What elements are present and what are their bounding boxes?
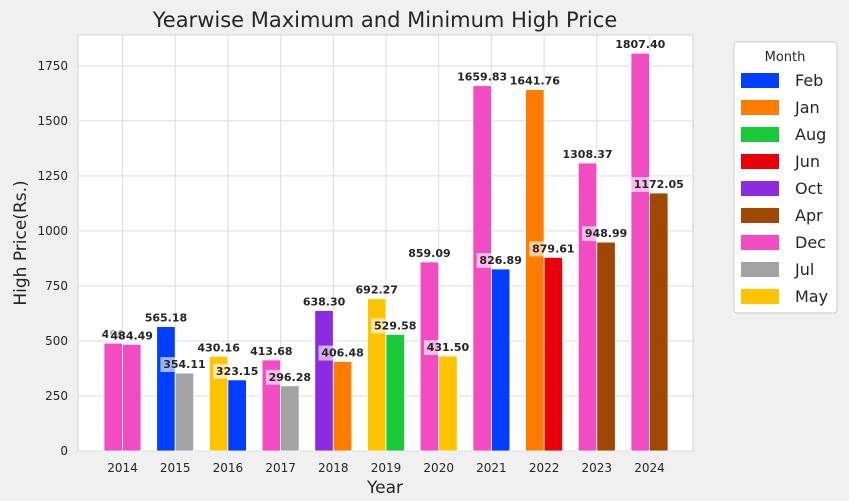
min-label-background [265, 369, 314, 385]
min-bar [227, 379, 247, 452]
chart-title: Yearwise Maximum and Minimum High Price [152, 8, 618, 32]
legend-label: Oct [795, 179, 823, 198]
min-value-label: 431.50 [427, 341, 470, 354]
min-label-background [213, 363, 262, 379]
legend-label: Jul [794, 260, 814, 279]
x-tick-label: 2021 [476, 461, 507, 475]
legend-swatch [741, 181, 779, 196]
legend-swatch [741, 289, 779, 304]
max-bar [314, 310, 334, 452]
min-value-label: 879.61 [532, 242, 574, 255]
x-tick-label: 2014 [107, 461, 138, 475]
x-tick-label: 2017 [265, 461, 296, 475]
min-bar [490, 268, 511, 452]
legend-label: Jan [794, 98, 820, 117]
min-value-label: 1172.05 [634, 178, 684, 191]
data-labels: 490484.49565.18354.11430.16323.15413.682… [102, 38, 687, 385]
max-value-label: 859.09 [408, 247, 450, 260]
min-label-background [476, 252, 525, 268]
max-bar [103, 342, 123, 452]
y-tick-label: 1500 [37, 114, 68, 128]
legend-swatch [741, 208, 779, 223]
min-bar [332, 361, 353, 452]
max-bar [472, 85, 492, 452]
min-label-background [107, 328, 156, 344]
min-value-label: 323.15 [216, 365, 258, 378]
min-value-label: 948.99 [585, 227, 627, 240]
min-label-background [582, 226, 631, 242]
legend-label: May [795, 287, 828, 306]
y-tick-label: 750 [45, 279, 68, 293]
min-label-background [529, 241, 578, 257]
max-value-label: 413.68 [250, 345, 292, 358]
x-tick-label: 2019 [371, 461, 402, 475]
min-value-label: 296.28 [269, 371, 311, 384]
x-tick-label: 2018 [318, 461, 349, 475]
y-tick-label: 1250 [37, 169, 68, 183]
min-bar [122, 343, 142, 452]
max-bar [156, 326, 176, 452]
max-value-label: 1659.83 [457, 71, 507, 84]
max-value-label: 1807.40 [615, 38, 665, 51]
max-value-label: 565.18 [145, 312, 187, 325]
min-label-background [631, 177, 687, 193]
legend-label: Dec [795, 233, 826, 252]
min-value-label: 826.89 [479, 254, 521, 267]
y-axis-label: High Price(Rs.) [11, 180, 31, 305]
x-tick-label: 2020 [423, 461, 454, 475]
y-tick-label: 0 [60, 444, 68, 458]
min-value-label: 484.49 [111, 329, 153, 342]
legend-title: Month [765, 50, 806, 65]
y-tick-label: 250 [45, 389, 68, 403]
legend-swatch [741, 262, 779, 277]
y-tick-label: 500 [45, 334, 68, 348]
min-bar [280, 385, 300, 452]
legend-swatch [741, 154, 779, 169]
legend-swatch [741, 235, 779, 250]
x-axis-label: Year [366, 478, 403, 498]
legend-swatch [741, 100, 779, 115]
x-tick-label: 2022 [529, 461, 560, 475]
max-value-label: 692.27 [356, 284, 398, 297]
min-bar [438, 355, 458, 452]
y-tick-label: 1750 [37, 59, 68, 73]
max-bar [419, 261, 440, 452]
min-bar [174, 372, 195, 452]
x-tick-label: 2016 [213, 461, 244, 475]
ticks: 0 250 500 750 1000 1250 1500 1750 2014 2015 2016 20… [37, 59, 664, 475]
max-bar [630, 52, 650, 452]
max-bar [577, 162, 598, 452]
max-value-label: 638.30 [303, 296, 346, 309]
min-label-background [423, 340, 472, 356]
min-label-background [318, 345, 367, 361]
min-label-background [371, 318, 420, 334]
min-value-label: 529.58 [374, 319, 416, 332]
legend-label: Jun [794, 152, 820, 171]
max-value-label: 1641.76 [510, 75, 560, 88]
min-value-label: 406.48 [321, 347, 363, 360]
legend-swatch [741, 127, 779, 142]
max-bar [525, 89, 545, 452]
max-value-label: 430.16 [197, 341, 240, 354]
max-value-label: 1308.37 [562, 148, 612, 161]
min-bar [649, 192, 669, 452]
y-tick-label: 1000 [37, 224, 68, 238]
min-bar [596, 241, 616, 452]
min-bar [543, 256, 563, 452]
legend-label: Feb [795, 71, 823, 90]
x-tick-label: 2015 [160, 461, 191, 475]
min-bar [385, 334, 405, 452]
legend-label: Aug [795, 125, 826, 144]
min-value-label: 354.11 [163, 358, 205, 371]
x-tick-label: 2023 [582, 461, 613, 475]
x-tick-label: 2024 [634, 461, 665, 475]
legend-swatch [741, 73, 779, 88]
legend-label: Apr [795, 206, 823, 225]
min-label-background [160, 357, 209, 373]
legend: Month Feb Jan Aug Jun Oct Apr Dec Jul May [733, 41, 838, 314]
